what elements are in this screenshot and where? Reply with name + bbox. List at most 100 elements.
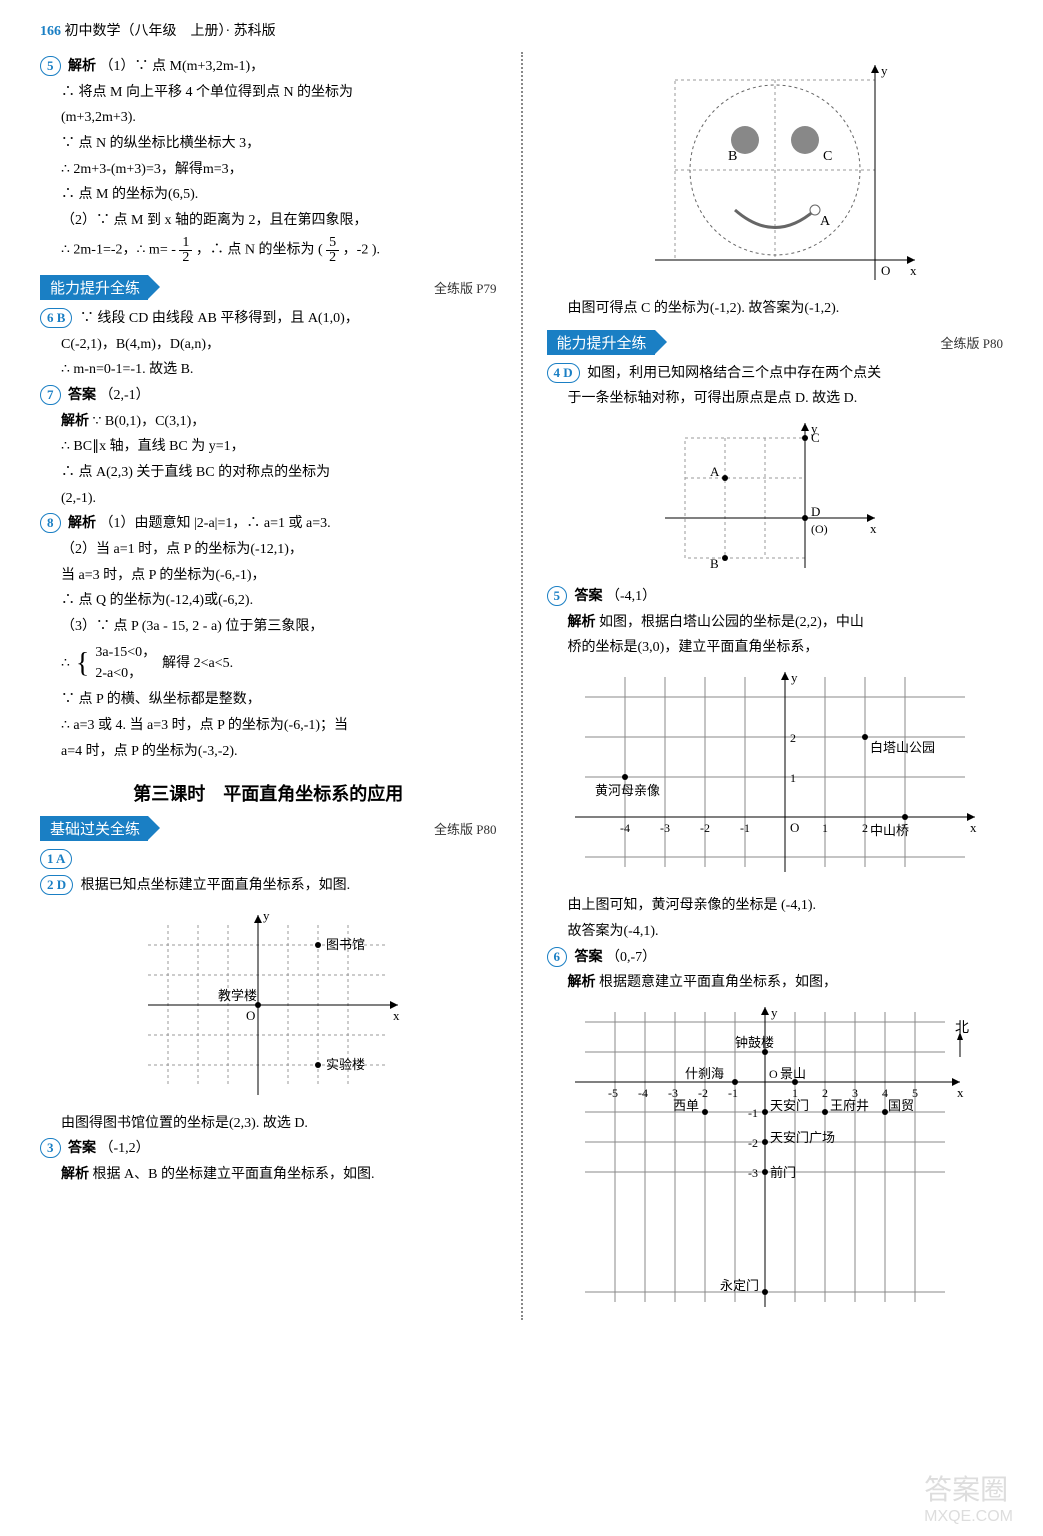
svg-text:钟鼓楼: 钟鼓楼 bbox=[735, 1035, 774, 1050]
q3-ans: 3 答案 （-1,2） bbox=[40, 1138, 497, 1160]
rq5-l4: 故答案为(-4,1). bbox=[547, 921, 1004, 943]
q5-lead: 解析 bbox=[68, 59, 96, 74]
svg-text:O: O bbox=[246, 1008, 255, 1023]
svg-text:y: y bbox=[771, 1005, 778, 1020]
q1-number: 1 A bbox=[40, 849, 72, 869]
banner-basic: 基础过关全练 全练版 P80 bbox=[40, 816, 497, 841]
svg-text:1: 1 bbox=[790, 771, 796, 785]
svg-text:天安门: 天安门 bbox=[770, 1098, 809, 1113]
watermark: 答案圈 MXQE.COM bbox=[924, 1468, 1013, 1526]
q8-l9: a=4 时，点 P 的坐标为(-3,-2). bbox=[40, 741, 497, 763]
svg-text:y: y bbox=[881, 63, 888, 78]
figure-beijing: y x O 北 -5-4 -3-2 -1 12 345 -1-2-3 钟鼓楼 什… bbox=[547, 1002, 1004, 1312]
q3-exp: 解析 根据 A、B 的坐标建立平面直角坐标系，如图. bbox=[40, 1164, 497, 1186]
q8-number: 8 bbox=[40, 513, 61, 533]
banner-ref: 全练版 P80 bbox=[434, 819, 496, 838]
q5-l4: ∵ 点 N 的纵坐标比横坐标大 3， bbox=[40, 133, 497, 155]
q6-l3: ∴ m-n=0-1=-1. 故选 B. bbox=[40, 359, 497, 381]
svg-text:景山: 景山 bbox=[780, 1066, 806, 1081]
svg-text:黄河母亲像: 黄河母亲像 bbox=[595, 783, 660, 798]
q7-ans: 7 答案 （2,-1） bbox=[40, 385, 497, 407]
q3-number: 3 bbox=[40, 1138, 61, 1158]
q5-l1: （1）∵ 点 M(m+3,2m-1)， bbox=[100, 59, 265, 74]
svg-text:实验楼: 实验楼 bbox=[326, 1057, 365, 1072]
q4-number: 4 D bbox=[547, 363, 580, 383]
q5-l6: ∴ 点 M 的坐标为(6,5). bbox=[40, 184, 497, 206]
svg-text:-5: -5 bbox=[608, 1086, 618, 1100]
q7-l2: ∴ BC∥x 轴，直线 BC 为 y=1， bbox=[40, 436, 497, 458]
q5-block: 5 解析 （1）∵ 点 M(m+3,2m-1)， bbox=[40, 56, 497, 78]
q6-block: 6 B ∵ 线段 CD 由线段 AB 平移得到，且 A(1,0)， bbox=[40, 308, 497, 330]
banner-chip: 基础过关全练 bbox=[40, 816, 148, 841]
q8-l5: （3）∵ 点 P (3a - 15, 2 - a) 位于第三象限， bbox=[40, 616, 497, 638]
q6-l1: ∵ 线段 CD 由线段 AB 平移得到，且 A(1,0)， bbox=[80, 311, 359, 326]
figure-smiley: y x O B C A bbox=[547, 60, 1004, 290]
svg-text:x: x bbox=[393, 1008, 400, 1023]
column-separator bbox=[521, 52, 523, 1320]
svg-text:教学楼: 教学楼 bbox=[218, 988, 257, 1003]
q4-block: 4 D 如图，利用已知网格结合三个点中存在两个点关 bbox=[547, 363, 1004, 385]
figure-grid-abcd: y x A B C D (O) bbox=[547, 418, 1004, 578]
svg-text:王府井: 王府井 bbox=[830, 1098, 869, 1113]
svg-text:B: B bbox=[710, 556, 719, 571]
figure-school: y x O 图书馆 教学楼 实验楼 bbox=[40, 905, 497, 1105]
rq6-ans: 6 答案 （0,-7） bbox=[547, 947, 1004, 969]
q8-l7: ∵ 点 P 的横、纵坐标都是整数， bbox=[40, 689, 497, 711]
q6-number: 6 B bbox=[40, 308, 72, 328]
book-title: 初中数学（八年级 上册）· 苏科版 bbox=[65, 24, 276, 39]
svg-text:y: y bbox=[263, 908, 270, 923]
figure-lanzhou: y x O -4-3 -2-1 12 12 黄河母亲像 白塔山公园 中山桥 bbox=[547, 667, 1004, 887]
svg-text:-4: -4 bbox=[638, 1086, 648, 1100]
banner-ref: 全练版 P79 bbox=[434, 278, 496, 297]
two-column-layout: 5 解析 （1）∵ 点 M(m+3,2m-1)， ∴ 将点 M 向上平移 4 个… bbox=[40, 52, 1003, 1320]
svg-text:A: A bbox=[710, 464, 720, 479]
svg-text:x: x bbox=[957, 1085, 964, 1100]
svg-text:A: A bbox=[820, 214, 831, 229]
right-column: y x O B C A 由图可得点 C 的坐标为(-1,2). 故答案为(-1,… bbox=[547, 52, 1004, 1320]
page-header: 166 初中数学（八年级 上册）· 苏科版 bbox=[40, 20, 1003, 40]
lesson-title: 第三课时 平面直角坐标系的应用 bbox=[40, 780, 497, 806]
q8-l8: ∴ a=3 或 4. 当 a=3 时，点 P 的坐标为(-6,-1)；当 bbox=[40, 715, 497, 737]
svg-text:2: 2 bbox=[790, 731, 796, 745]
svg-text:-2: -2 bbox=[748, 1136, 758, 1150]
svg-text:-3: -3 bbox=[748, 1166, 758, 1180]
svg-text:x: x bbox=[970, 820, 977, 835]
q7-exp: 解析 ∵ B(0,1)，C(3,1)， bbox=[40, 411, 497, 433]
svg-text:天安门广场: 天安门广场 bbox=[770, 1130, 835, 1145]
q7-l3: ∴ 点 A(2,3) 关于直线 BC 的对称点的坐标为 bbox=[40, 462, 497, 484]
fig3-caption: 由图可得点 C 的坐标为(-1,2). 故答案为(-1,2). bbox=[547, 298, 1004, 320]
q8-l4: ∴ 点 Q 的坐标为(-12,4)或(-6,2). bbox=[40, 590, 497, 612]
banner-ref: 全练版 P80 bbox=[941, 333, 1003, 352]
rq6-exp: 解析 根据题意建立平面直角坐标系，如图， bbox=[547, 972, 1004, 994]
banner-ability-1: 能力提升全练 全练版 P79 bbox=[40, 275, 497, 300]
svg-text:-2: -2 bbox=[698, 1086, 708, 1100]
q8-l2: （2）当 a=1 时，点 P 的坐标为(-12,1)， bbox=[40, 539, 497, 561]
q8-l3: 当 a=3 时，点 P 的坐标为(-6,-1)， bbox=[40, 565, 497, 587]
svg-text:(O): (O) bbox=[811, 522, 828, 536]
svg-text:图书馆: 图书馆 bbox=[326, 937, 365, 952]
q5-l8: ∴ 2m-1=-2，∴ m= - 12 ，∴ 点 N 的坐标为 ( 52 ，-2… bbox=[40, 236, 497, 265]
svg-text:2: 2 bbox=[862, 821, 868, 835]
left-column: 5 解析 （1）∵ 点 M(m+3,2m-1)， ∴ 将点 M 向上平移 4 个… bbox=[40, 52, 497, 1320]
rq5-l2: 桥的坐标是(3,0)，建立平面直角坐标系， bbox=[547, 637, 1004, 659]
svg-text:B: B bbox=[728, 149, 737, 164]
svg-text:O: O bbox=[881, 263, 890, 278]
svg-text:国贸: 国贸 bbox=[888, 1098, 914, 1113]
frac-1-2: 12 bbox=[179, 236, 192, 265]
rq5-number: 5 bbox=[547, 586, 568, 606]
q5-number: 5 bbox=[40, 56, 61, 76]
q5-l7: （2）∵ 点 M 到 x 轴的距离为 2，且在第四象限， bbox=[40, 210, 497, 232]
svg-text:什刹海: 什刹海 bbox=[685, 1066, 724, 1081]
svg-text:-3: -3 bbox=[660, 821, 670, 835]
svg-text:白塔山公园: 白塔山公园 bbox=[870, 740, 935, 755]
q2-block: 2 D 根据已知点坐标建立平面直角坐标系，如图. bbox=[40, 875, 497, 897]
svg-text:D: D bbox=[811, 504, 820, 519]
frac-5-2: 52 bbox=[326, 236, 339, 265]
svg-text:-1: -1 bbox=[728, 1086, 738, 1100]
rq5-l3: 由上图可知，黄河母亲像的坐标是 (-4,1). bbox=[547, 895, 1004, 917]
q2-l2: 由图得图书馆位置的坐标是(2,3). 故选 D. bbox=[40, 1113, 497, 1135]
q8-block: 8 解析 （1）由题意知 |2-a|=1，∴ a=1 或 a=3. bbox=[40, 513, 497, 535]
svg-text:C: C bbox=[811, 430, 820, 445]
svg-text:中山桥: 中山桥 bbox=[870, 823, 909, 838]
svg-text:前门: 前门 bbox=[770, 1165, 796, 1180]
